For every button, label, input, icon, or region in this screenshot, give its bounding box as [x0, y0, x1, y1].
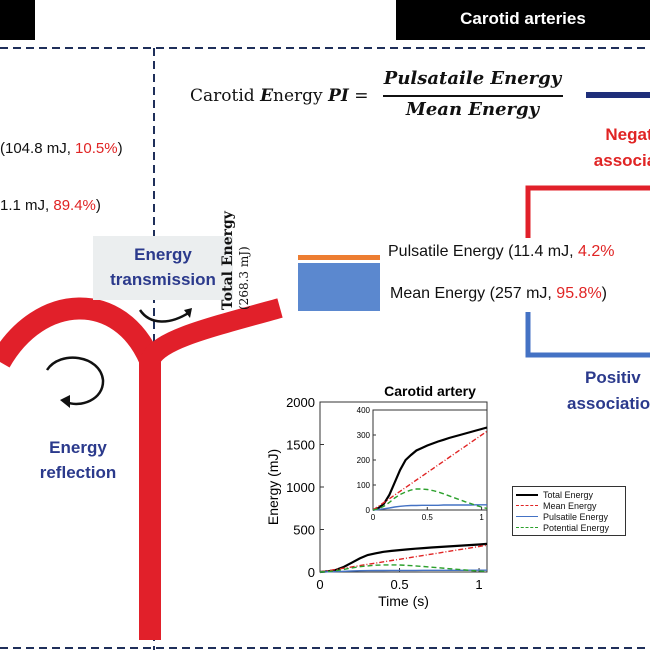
negative-association-line1: Negat [605, 125, 650, 144]
series-line-pulsatile-energy [319, 569, 487, 573]
formula-numerator: Pulsataile Energy [383, 68, 562, 89]
negative-association-line2: associa [593, 151, 650, 170]
left-pulsatile-suffix: ) [117, 140, 123, 157]
negative-bracket [525, 185, 650, 238]
inset-axes-frame [372, 409, 488, 511]
negative-association-label: Negat associa [580, 122, 650, 174]
series-line-potential-energy [319, 564, 488, 573]
positive-bracket [525, 312, 650, 358]
legend-pulsatile-label: Pulsatile Energy [543, 511, 609, 522]
inset-y-tick-label: 300 [357, 431, 371, 440]
x-tick-label: 0 [316, 577, 323, 592]
mean-energy-pct: 95.8% [556, 285, 602, 302]
inset-series-line-pulsatile-energy [372, 504, 487, 511]
x-tick-label: 1 [475, 577, 482, 592]
carotid-pi-lhs: Carotid Energy PI = [190, 86, 368, 106]
legend-potential: Potential Energy [516, 522, 622, 533]
pulsatile-energy-prefix: Pulsatile Energy (11.4 mJ, [388, 243, 579, 260]
formula-lhs-1: Carotid [190, 86, 261, 106]
left-mean-suffix: ) [95, 197, 101, 214]
pulsatile-energy-text: Pulsatile Energy (11.4 mJ, 4.2% [388, 243, 614, 261]
energy-reflection-label: Energy reflection [18, 435, 138, 485]
legend-total-label: Total Energy [543, 489, 594, 500]
energy-reflection-line1: Energy [49, 438, 107, 457]
x-tick-label: 0.5 [390, 577, 408, 592]
formula-lhs-pi: PI [328, 86, 349, 106]
pulsatile-bar [298, 255, 380, 260]
transmission-arrowhead [184, 308, 192, 318]
energy-transmission-line2: transmission [110, 270, 216, 289]
carotid-branch [141, 298, 283, 366]
left-mean-text: 1.1 mJ, 89.4%) [0, 197, 101, 214]
y-axis-label: Energy (mJ) [265, 449, 281, 525]
y-tick-label: 0 [308, 565, 315, 580]
mean-bar [298, 263, 380, 311]
left-pulsatile-pct: 10.5% [75, 140, 118, 157]
carotid-header-title: Carotid arteries [460, 9, 586, 28]
pulsatile-energy-pct: 4.2% [578, 243, 615, 260]
artery-illustration [0, 297, 283, 640]
series-line-total-energy [319, 542, 488, 574]
chart-legend: Total Energy Mean Energy Pulsatile Energ… [512, 486, 626, 536]
formula-equals: = [348, 86, 369, 106]
mean-energy-text: Mean Energy (257 mJ, 95.8%) [390, 285, 607, 303]
inset-y-tick-label: 400 [357, 406, 371, 415]
left-header-banner [0, 0, 35, 40]
transmission-arrow [138, 309, 191, 323]
reflection-arrow [45, 356, 105, 406]
energy-transmission-line1: Energy [134, 245, 192, 264]
reflection-arrowhead [60, 395, 70, 408]
x-axis-label: Time (s) [378, 593, 429, 609]
left-mean-prefix: 1.1 mJ, [0, 197, 54, 214]
series-line-mean-energy [319, 544, 488, 573]
y-tick-label: 1000 [286, 480, 315, 495]
inset-series-line-mean-energy [372, 430, 488, 511]
legend-mean-label: Mean Energy [543, 500, 597, 511]
legend-pulsatile: Pulsatile Energy [516, 511, 622, 522]
formula-lhs-e: E [260, 86, 274, 106]
left-mean-pct: 89.4% [53, 197, 96, 214]
inset-y-tick-label: 200 [357, 456, 371, 465]
inset-series-line-total-energy [372, 426, 488, 512]
y-tick-label: 500 [293, 523, 315, 538]
mean-energy-suffix: ) [601, 285, 607, 302]
chart-title: Carotid artery [384, 383, 476, 399]
left-pulsatile-text: (104.8 mJ, 10.5%) [0, 140, 123, 157]
formula-denominator: Mean Energy [405, 99, 540, 120]
positive-association-line2: associatio [567, 394, 650, 413]
inset-x-tick-label: 0.5 [422, 513, 434, 522]
formula-lhs-2: nergy [273, 86, 329, 106]
carotid-header-banner: Carotid arteries [396, 0, 650, 40]
legend-potential-label: Potential Energy [543, 522, 610, 533]
legend-mean-swatch [516, 505, 538, 506]
y-tick-label: 2000 [286, 395, 315, 410]
legend-total-swatch [516, 493, 538, 496]
y-tick-label: 1500 [286, 438, 315, 453]
inset-x-tick-label: 1 [479, 513, 484, 522]
inset-y-tick-label: 100 [357, 481, 371, 490]
energy-reflection-line2: reflection [39, 463, 117, 482]
legend-total: Total Energy [516, 489, 622, 500]
legend-pulsatile-swatch [516, 516, 538, 517]
formula-fraction-bar [383, 95, 563, 97]
aortic-arch [0, 297, 161, 640]
positive-association-label: Positiv associatio [567, 365, 650, 417]
legend-potential-swatch [516, 527, 538, 528]
inset-x-tick-label: 0 [371, 513, 376, 522]
energy-transmission-box: Energy transmission [93, 236, 233, 300]
left-pulsatile-prefix: (104.8 mJ, [0, 140, 76, 157]
mean-energy-prefix: Mean Energy (257 mJ, [390, 285, 557, 302]
positive-association-line1: Positiv [585, 368, 641, 387]
legend-mean: Mean Energy [516, 500, 622, 511]
inset-y-tick-label: 0 [366, 506, 371, 515]
